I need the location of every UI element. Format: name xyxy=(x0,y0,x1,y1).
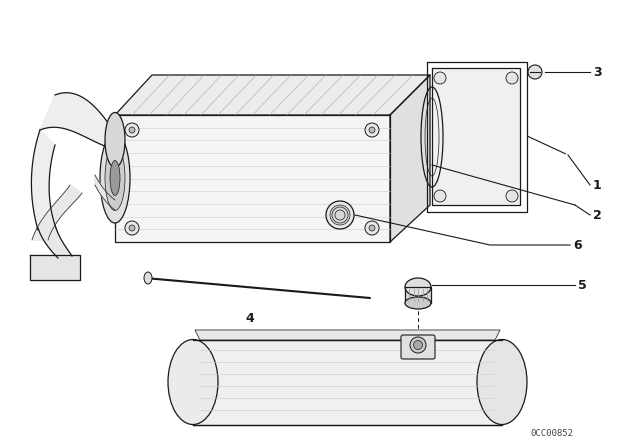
Text: 5: 5 xyxy=(578,279,587,292)
Ellipse shape xyxy=(144,272,152,284)
Circle shape xyxy=(129,127,135,133)
Polygon shape xyxy=(193,340,502,425)
Polygon shape xyxy=(390,75,430,242)
Ellipse shape xyxy=(413,340,422,349)
Polygon shape xyxy=(432,68,520,205)
Polygon shape xyxy=(115,75,430,115)
Polygon shape xyxy=(30,255,80,280)
Circle shape xyxy=(369,127,375,133)
Ellipse shape xyxy=(110,160,120,195)
Polygon shape xyxy=(405,287,431,303)
Polygon shape xyxy=(40,93,115,150)
Circle shape xyxy=(129,225,135,231)
Ellipse shape xyxy=(326,201,354,229)
Polygon shape xyxy=(195,330,500,340)
Circle shape xyxy=(365,123,379,137)
Circle shape xyxy=(365,221,379,235)
Circle shape xyxy=(369,225,375,231)
Polygon shape xyxy=(95,175,115,210)
Circle shape xyxy=(506,72,518,84)
Polygon shape xyxy=(32,185,82,240)
Circle shape xyxy=(125,221,139,235)
Ellipse shape xyxy=(528,65,542,79)
Polygon shape xyxy=(31,130,56,230)
Ellipse shape xyxy=(410,337,426,353)
Circle shape xyxy=(125,123,139,137)
Ellipse shape xyxy=(105,112,125,168)
Ellipse shape xyxy=(477,340,527,425)
Ellipse shape xyxy=(168,340,218,425)
Text: 2: 2 xyxy=(593,208,602,221)
Text: 4: 4 xyxy=(246,311,254,324)
Text: 6: 6 xyxy=(573,238,582,251)
Text: 0CC00852: 0CC00852 xyxy=(530,429,573,438)
Polygon shape xyxy=(115,115,390,242)
Ellipse shape xyxy=(105,146,125,211)
Circle shape xyxy=(434,190,446,202)
Text: 3: 3 xyxy=(593,65,602,78)
Ellipse shape xyxy=(330,205,350,225)
Ellipse shape xyxy=(100,133,130,223)
Circle shape xyxy=(434,72,446,84)
Circle shape xyxy=(506,190,518,202)
FancyBboxPatch shape xyxy=(401,335,435,359)
Ellipse shape xyxy=(405,278,431,296)
Polygon shape xyxy=(38,228,72,258)
Text: 1: 1 xyxy=(593,178,602,191)
Ellipse shape xyxy=(405,297,431,309)
